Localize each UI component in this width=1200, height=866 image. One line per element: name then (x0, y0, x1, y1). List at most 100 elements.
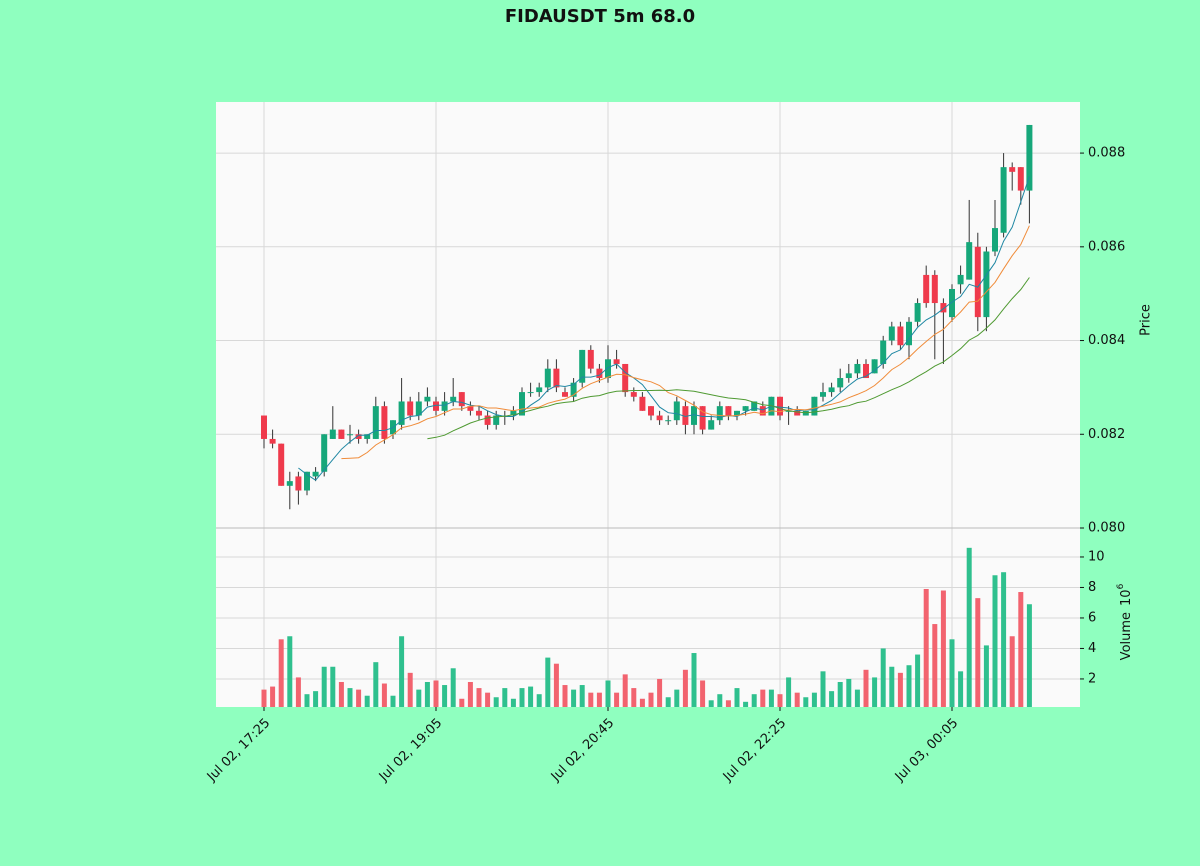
candle-body (897, 326, 904, 346)
moving-average-line (341, 225, 1030, 460)
volume-bar (571, 689, 577, 707)
volume-bar (880, 648, 886, 707)
candle-body (957, 274, 964, 285)
volume-bar (270, 686, 276, 707)
moving-average-line (427, 277, 1030, 440)
volume-bar (751, 694, 757, 707)
volume-bar (872, 677, 878, 707)
volume-bar (992, 575, 998, 707)
volume-bar (407, 672, 413, 707)
candle-body (613, 359, 620, 364)
volume-bar (923, 588, 929, 707)
volume-bar (622, 674, 628, 707)
chart-title: FIDAUSDT 5m 68.0 (505, 6, 695, 27)
y2-axis-label: Volume 106 (1116, 583, 1134, 660)
candle-body (742, 406, 749, 411)
candle-body (630, 392, 637, 397)
candle-body (329, 429, 336, 439)
volume-bar (287, 636, 293, 707)
volume-bar (915, 654, 921, 707)
volume-bar (476, 688, 482, 707)
volume-bar (837, 681, 843, 707)
candle-body (579, 349, 586, 383)
candle-body (949, 288, 955, 318)
candle-body (906, 321, 912, 346)
candle-body (828, 387, 835, 393)
volume-bar (811, 692, 817, 707)
volume-bar (450, 668, 456, 707)
volume-bar (768, 689, 774, 707)
candle-body (407, 401, 414, 416)
candle-body (304, 471, 310, 491)
candle-body (261, 415, 267, 439)
candle-body (355, 434, 362, 439)
volume-bar (975, 598, 981, 707)
candle-body (347, 434, 353, 436)
volume-bar (459, 698, 465, 707)
volume-bar (717, 694, 723, 707)
y2-scale-base: 10 (1119, 589, 1134, 606)
candle-body (1009, 167, 1016, 172)
candle-body (364, 434, 371, 439)
y2-tick-label: 6 (1088, 610, 1096, 625)
volume-bar (897, 672, 903, 707)
candle-body (510, 410, 517, 416)
candle-body (467, 406, 474, 411)
volume-bar (846, 678, 852, 707)
volume-bar (605, 680, 611, 707)
candle-body (587, 349, 594, 369)
volume-bar (932, 624, 938, 707)
y2-tick-label: 4 (1088, 641, 1096, 656)
y-tick-label: 0.086 (1088, 239, 1125, 254)
candle-body (424, 396, 431, 402)
volume-bar (958, 671, 964, 707)
candle-body (914, 303, 921, 322)
candle-body (648, 406, 654, 416)
candle-body (415, 401, 422, 416)
candle-body (794, 410, 801, 416)
volume-bar (691, 653, 697, 707)
volume-bar (614, 692, 620, 707)
volume-bar (820, 671, 826, 707)
x-tick-label: Jul 03, 00:05 (892, 716, 961, 785)
candle-body (708, 420, 715, 430)
volume-bar (356, 689, 362, 707)
candle-body (940, 303, 947, 313)
volume-bar (803, 697, 809, 707)
volume-bar (906, 665, 912, 707)
candle-body (923, 274, 930, 304)
volume-bar (966, 547, 972, 707)
candle-body (820, 392, 826, 397)
volume-bar (700, 680, 706, 707)
volume-bar (390, 695, 396, 707)
volume-bar (777, 694, 783, 707)
candle-body (544, 368, 551, 388)
candle-body (751, 401, 758, 411)
volume-bar (794, 692, 800, 707)
moving-average-line (298, 176, 1030, 481)
candle-body (785, 410, 792, 412)
y-tick-label: 0.084 (1088, 333, 1125, 348)
y-axis-label: Price (1139, 304, 1154, 336)
volume-bar (940, 590, 946, 707)
volume-bar (399, 636, 405, 707)
candle-body (871, 359, 878, 374)
candle-body (691, 406, 697, 425)
volume-bar (949, 639, 955, 707)
volume-bar (528, 686, 534, 707)
candle-body (458, 392, 465, 407)
volume-bar (1001, 572, 1007, 707)
volume-bar (983, 645, 989, 707)
y-tick-label: 0.088 (1088, 146, 1125, 161)
candle-body (312, 471, 319, 477)
candle-body (278, 443, 285, 486)
candle-body (665, 420, 672, 422)
volume-bar (553, 663, 559, 707)
volume-bar (889, 666, 895, 707)
volume-bar (373, 662, 379, 707)
candle-body (837, 378, 844, 388)
candle-body (734, 410, 740, 416)
volume-bar (510, 698, 516, 707)
volume-bar (648, 692, 654, 707)
